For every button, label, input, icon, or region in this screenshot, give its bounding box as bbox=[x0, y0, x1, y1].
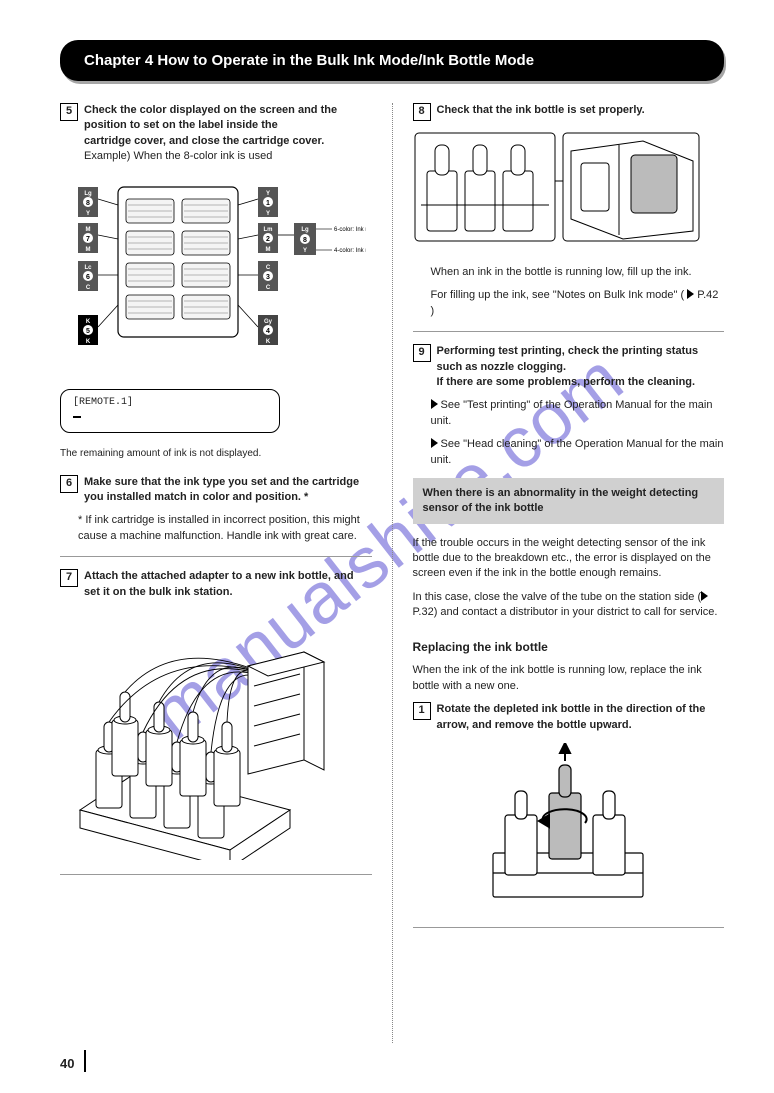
svg-text:Lg: Lg bbox=[301, 227, 309, 233]
bottle-check-figure bbox=[413, 131, 725, 251]
gray-body-p2: In this case, close the valve of the tub… bbox=[413, 590, 725, 621]
svg-text:5: 5 bbox=[86, 328, 90, 335]
svg-text:M: M bbox=[86, 227, 91, 233]
svg-text:8: 8 bbox=[86, 200, 90, 207]
step-text: Rotate the depleted ink bottle in the di… bbox=[437, 702, 725, 733]
page-ref-icon bbox=[431, 438, 438, 448]
svg-text:C: C bbox=[86, 285, 91, 291]
svg-text:K: K bbox=[266, 339, 271, 345]
svg-text:Lm: Lm bbox=[264, 227, 273, 233]
step-number: 1 bbox=[413, 702, 431, 720]
step-number: 5 bbox=[60, 103, 78, 121]
svg-text:Y: Y bbox=[86, 211, 90, 217]
gray-heading-box: When there is an abnormality in the weig… bbox=[413, 478, 725, 524]
step-text: Check that the ink bottle is set properl… bbox=[437, 103, 645, 118]
svg-text:7: 7 bbox=[86, 236, 90, 243]
step-number: 8 bbox=[413, 103, 431, 121]
replace-step-1: 1 Rotate the depleted ink bottle in the … bbox=[413, 702, 725, 733]
step-6: 6 Make sure that the ink type you set an… bbox=[60, 475, 372, 506]
separator bbox=[413, 331, 725, 332]
page-ref-icon bbox=[431, 399, 438, 409]
lcd-display: [REMOTE.1] bbox=[60, 389, 280, 433]
replace-heading: Replacing the ink bottle bbox=[413, 639, 725, 656]
asterisk-note: * If ink cartridge is installed in incor… bbox=[60, 513, 372, 544]
lcd-callout: The remaining amount of ink is not displ… bbox=[60, 447, 372, 461]
chapter-title: Chapter 4 How to Operate in the Bulk Ink… bbox=[84, 52, 534, 69]
separator bbox=[60, 556, 372, 557]
bottle-note-a: When an ink in the bottle is running low… bbox=[413, 265, 725, 280]
ink-station-figure bbox=[60, 610, 372, 860]
separator bbox=[413, 927, 725, 928]
chapter-title-bar: Chapter 4 How to Operate in the Bulk Ink… bbox=[60, 40, 724, 81]
svg-text:M: M bbox=[266, 247, 271, 253]
step-text: Attach the attached adapter to a new ink… bbox=[84, 569, 372, 600]
page-number: 40 bbox=[60, 1050, 86, 1073]
svg-text:3: 3 bbox=[266, 274, 270, 281]
column-divider bbox=[392, 103, 393, 1043]
step-5: 5 Check the color displayed on the scree… bbox=[60, 103, 372, 165]
bottle-note-b: For filling up the ink, see "Notes on Bu… bbox=[413, 288, 725, 319]
step-number: 9 bbox=[413, 344, 431, 362]
svg-text:Gy: Gy bbox=[264, 319, 273, 325]
svg-text:6-color: Ink name: 6-color: Ink name bbox=[334, 227, 366, 233]
svg-text:Lg: Lg bbox=[84, 191, 92, 197]
svg-text:Y: Y bbox=[303, 248, 307, 254]
svg-text:Y: Y bbox=[266, 211, 270, 217]
step-9: 9 Performing test printing, check the pr… bbox=[413, 344, 725, 390]
svg-text:4: 4 bbox=[266, 328, 270, 335]
remove-bottle-figure bbox=[413, 743, 725, 913]
svg-text:C: C bbox=[266, 265, 271, 271]
svg-text:2: 2 bbox=[266, 236, 270, 243]
cartridge-diagram: Lg 8 Y M 7 M Lc 6 C K 5 K Y 1 Y Lm 2 M C 3 C Gy 4 K Lg 8 Y bbox=[56, 175, 368, 375]
gray-body-p1: If the trouble occurs in the weight dete… bbox=[413, 536, 725, 582]
ref-test-printing: See "Test printing" of the Operation Man… bbox=[413, 398, 725, 429]
svg-text:C: C bbox=[266, 285, 271, 291]
lcd-cursor bbox=[73, 416, 81, 418]
svg-text:K: K bbox=[86, 339, 91, 345]
svg-text:1: 1 bbox=[266, 200, 270, 207]
svg-text:4-color: Ink name: 4-color: Ink name bbox=[334, 248, 366, 254]
step-text: Make sure that the ink type you set and … bbox=[84, 475, 372, 506]
svg-text:8: 8 bbox=[303, 237, 307, 244]
svg-text:6: 6 bbox=[86, 274, 90, 281]
svg-text:K: K bbox=[86, 319, 91, 325]
step-number: 6 bbox=[60, 475, 78, 493]
svg-text:Y: Y bbox=[266, 191, 270, 197]
ref-head-cleaning: See "Head cleaning" of the Operation Man… bbox=[413, 437, 725, 468]
step-number: 7 bbox=[60, 569, 78, 587]
page-ref-icon bbox=[701, 591, 708, 601]
page-ref-icon bbox=[687, 289, 694, 299]
step-text: Performing test printing, check the prin… bbox=[437, 344, 725, 390]
svg-text:Lc: Lc bbox=[84, 265, 92, 271]
step-7: 7 Attach the attached adapter to a new i… bbox=[60, 569, 372, 600]
step-text: Check the color displayed on the screen … bbox=[84, 103, 372, 165]
right-column: 8 Check that the ink bottle is set prope… bbox=[413, 103, 725, 1043]
svg-text:M: M bbox=[86, 247, 91, 253]
replace-body: When the ink of the ink bottle is runnin… bbox=[413, 663, 725, 694]
separator bbox=[60, 874, 372, 875]
left-column: 5 Check the color displayed on the scree… bbox=[60, 103, 372, 1043]
lcd-text: [REMOTE.1] bbox=[73, 397, 133, 408]
two-column-layout: 5 Check the color displayed on the scree… bbox=[60, 103, 724, 1043]
step-8: 8 Check that the ink bottle is set prope… bbox=[413, 103, 725, 121]
